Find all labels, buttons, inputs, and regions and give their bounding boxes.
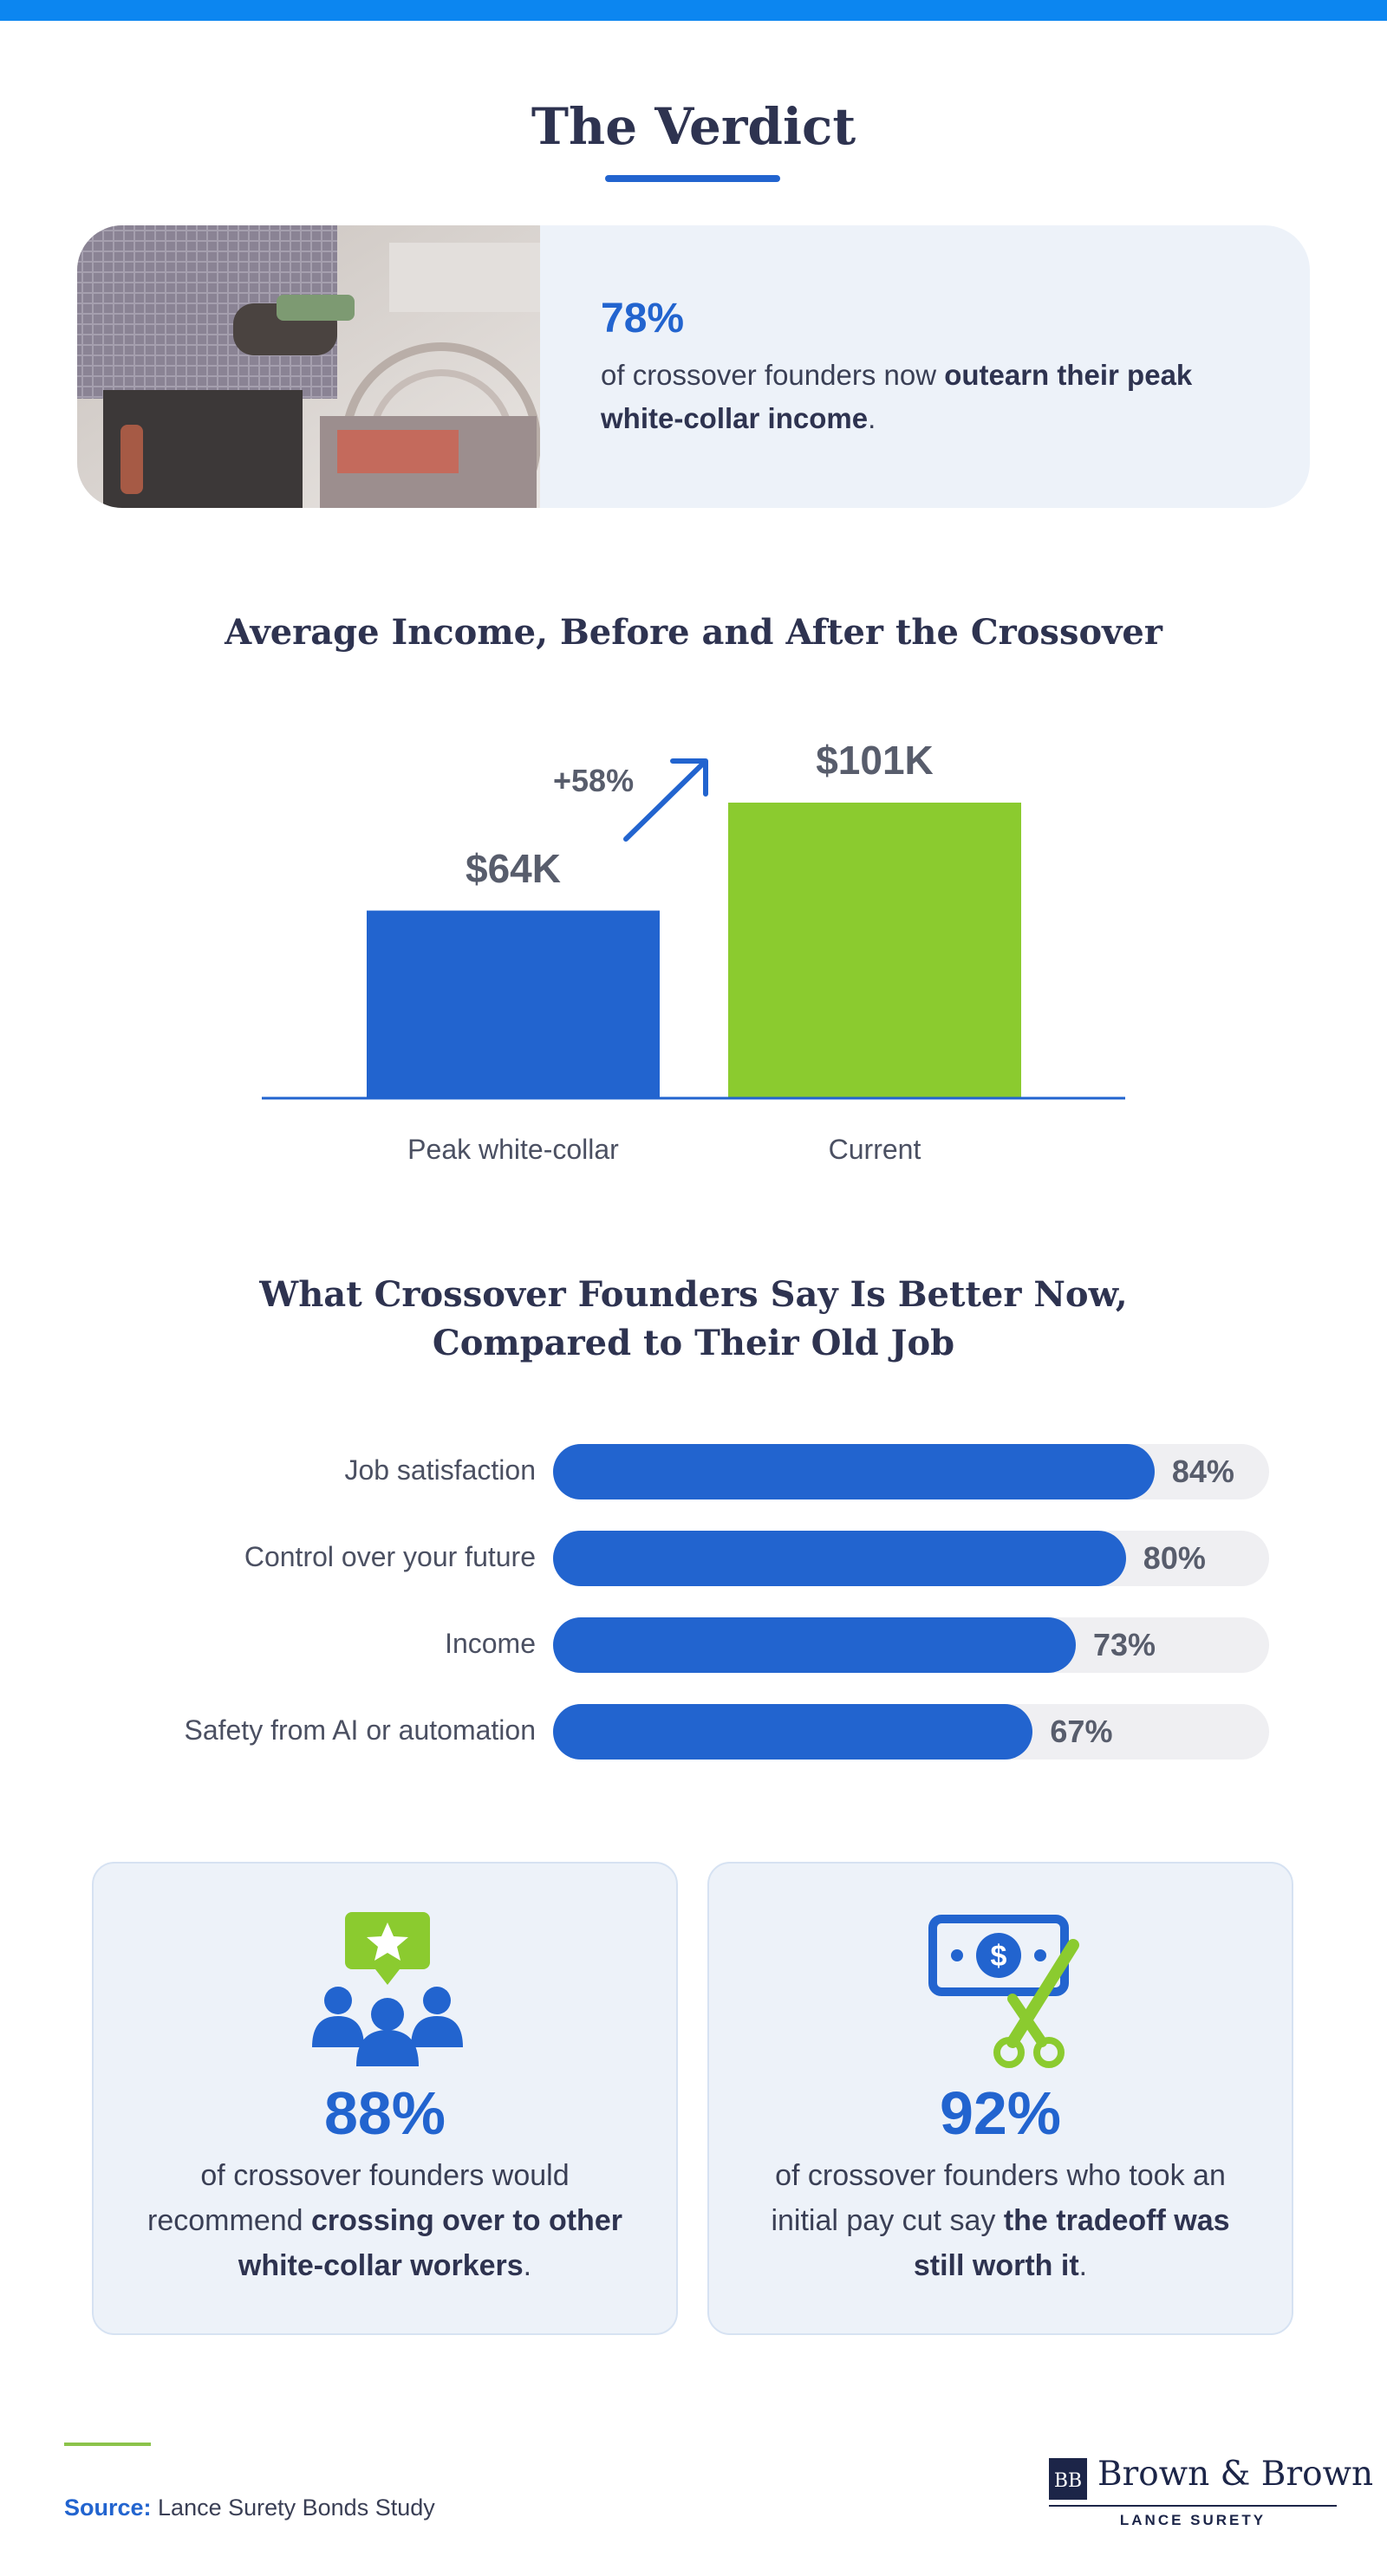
better-now-category-3: Safety from AI or automation: [184, 1714, 536, 1746]
recommend-text-post: .: [523, 2249, 532, 2282]
better-now-track-0: 84%: [553, 1444, 1269, 1499]
logo-subtitle: LANCE SURETY: [1119, 2512, 1267, 2528]
recommend-card: 88% of crossover founders would recommen…: [92, 1862, 678, 2335]
source-label: Source:: [64, 2495, 152, 2521]
pay-cut-stat: 92%: [939, 2079, 1062, 2147]
source-note: Source: Lance Surety Bonds Study: [64, 2495, 435, 2521]
hero-stat: 78%: [601, 296, 685, 342]
better-now-value-1: 80%: [1143, 1540, 1206, 1576]
hero-text-bold: outearn their peak white-collar income: [601, 359, 1193, 434]
better-now-track-1: 80%: [553, 1531, 1269, 1586]
brown-brown-logo: BB Brown & Brown LANCE SURETY: [1049, 2455, 1373, 2533]
hero-text-pre: of crossover founders now: [601, 359, 945, 391]
recommend-text-bold: crossing over to other white-collar work…: [238, 2204, 622, 2282]
hero-text-post: .: [868, 402, 876, 434]
income-value-label-0: $64K: [466, 845, 561, 891]
svg-text:BB: BB: [1054, 2470, 1082, 2492]
income-value-label-1: $101K: [816, 738, 934, 783]
hero-text: of crossover founders now outearn their …: [601, 354, 1208, 440]
top-accent-strip: [0, 0, 1387, 21]
source-rule: [64, 2443, 151, 2446]
pay-cut-text-bold: the tradeoff was still worth it: [913, 2204, 1230, 2282]
income-category-label-1: Current: [828, 1134, 921, 1165]
money-scissors-icon: $: [928, 1915, 1079, 2068]
better-now-value-3: 67%: [1050, 1714, 1113, 1749]
better-now-bar-1: [553, 1531, 1126, 1586]
recommend-text: of crossover founders would recommend cr…: [146, 2153, 624, 2288]
better-now-value-0: 84%: [1171, 1454, 1234, 1489]
income-bar-0: [367, 910, 660, 1097]
better-now-track-3: 67%: [553, 1704, 1269, 1760]
better-now-title-line-1: What Crossover Founders Say Is Better No…: [259, 1274, 1128, 1315]
income-category-label-0: Peak white-collar: [407, 1134, 619, 1165]
better-now-category-2: Income: [445, 1628, 536, 1659]
svg-text:$: $: [991, 1940, 1007, 1973]
people-star-icon: [312, 1912, 463, 2066]
recommend-text-pre: of crossover founders would recommend: [147, 2159, 570, 2237]
hero-card: 78% of crossover founders now outearn th…: [77, 225, 1310, 508]
logo-divider: [1049, 2505, 1337, 2507]
better-now-track-2: 73%: [553, 1617, 1269, 1673]
better-now-bar-3: [553, 1704, 1033, 1760]
better-now-title-line-2: Compared to Their Old Job: [432, 1323, 955, 1363]
income-bar-1: [728, 803, 1021, 1097]
better-now-value-2: 73%: [1092, 1627, 1156, 1662]
source-text: Lance Surety Bonds Study: [151, 2495, 435, 2521]
better-now-category-1: Control over your future: [244, 1541, 536, 1572]
pay-cut-card: $ 92% of crossover founders who took an …: [707, 1862, 1293, 2335]
recommend-stat: 88%: [323, 2079, 446, 2147]
income-bar-chart: [262, 758, 1125, 1100]
title-underline: [605, 175, 780, 182]
better-now-category-0: Job satisfaction: [344, 1454, 536, 1486]
worker-photo: [77, 225, 540, 508]
better-now-bar-2: [553, 1617, 1076, 1673]
pay-cut-text-post: .: [1078, 2249, 1088, 2282]
page-title: The Verdict: [531, 97, 856, 156]
income-chart-title: Average Income, Before and After the Cro…: [225, 612, 1162, 653]
increase-arrow-icon: [623, 758, 708, 842]
percent-change-label: +58%: [553, 763, 635, 798]
logo-name: Brown & Brown: [1097, 2455, 1374, 2494]
logo-mark-icon: BB: [1049, 2458, 1087, 2500]
pay-cut-text-pre: of crossover founders who took an initia…: [771, 2159, 1226, 2237]
pay-cut-text: of crossover founders who took an initia…: [761, 2153, 1240, 2288]
better-now-chart-title: What Crossover Founders Say Is Better No…: [0, 1271, 1387, 1368]
better-now-bar-0: [553, 1444, 1155, 1499]
